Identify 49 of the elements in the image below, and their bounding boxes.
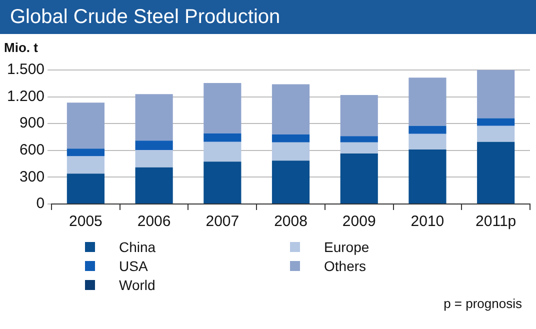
y-tick-label: 1.500 (6, 61, 45, 78)
y-tick-label: 1.200 (6, 88, 45, 105)
bar (204, 142, 242, 162)
bar (272, 84, 310, 134)
bar (408, 134, 446, 150)
text: p = prognosis (444, 296, 522, 311)
bar (408, 78, 446, 126)
x-tick-label: 2009 (342, 213, 376, 230)
x-tick-label: 2006 (137, 213, 171, 230)
bar (340, 136, 378, 142)
bar (272, 134, 310, 142)
bar (408, 126, 446, 134)
bar (272, 142, 310, 161)
bar (477, 118, 515, 126)
bar (204, 133, 242, 142)
x-tick-label: 2008 (274, 213, 308, 230)
bar (340, 142, 378, 154)
bar (135, 167, 173, 204)
bar (477, 70, 515, 118)
legend-label: Others (324, 258, 366, 274)
bar (204, 82, 242, 134)
x-tick-label: 2010 (410, 213, 444, 230)
y-axis-title: Mio. t (4, 40, 39, 56)
y-tick-label: 900 (20, 114, 45, 132)
legend-label: Europe (324, 238, 370, 254)
x-tick-label: 2005 (69, 213, 102, 230)
bar (408, 150, 446, 204)
bar (477, 126, 515, 142)
bar (204, 162, 242, 204)
x-tick-label: 2011p (476, 213, 516, 230)
bar (66, 174, 105, 204)
bar (135, 94, 173, 141)
bar (66, 148, 105, 156)
bar (272, 160, 310, 204)
y-tick-label: 600 (20, 142, 45, 159)
x-tick-label: 2007 (206, 213, 240, 230)
y-tick-label: 0 (36, 195, 45, 212)
legend-label: China (119, 238, 156, 254)
bar (477, 142, 515, 204)
bar (340, 95, 378, 136)
chart-title: Global Crude Steel Production (0, 0, 536, 34)
y-tick-label: 300 (20, 168, 45, 186)
bar (66, 156, 105, 174)
legend-label: World (119, 276, 156, 292)
bar (340, 154, 378, 204)
legend-label: USA (119, 258, 148, 274)
bar (66, 102, 105, 149)
bar (135, 150, 173, 168)
bar (135, 140, 173, 150)
